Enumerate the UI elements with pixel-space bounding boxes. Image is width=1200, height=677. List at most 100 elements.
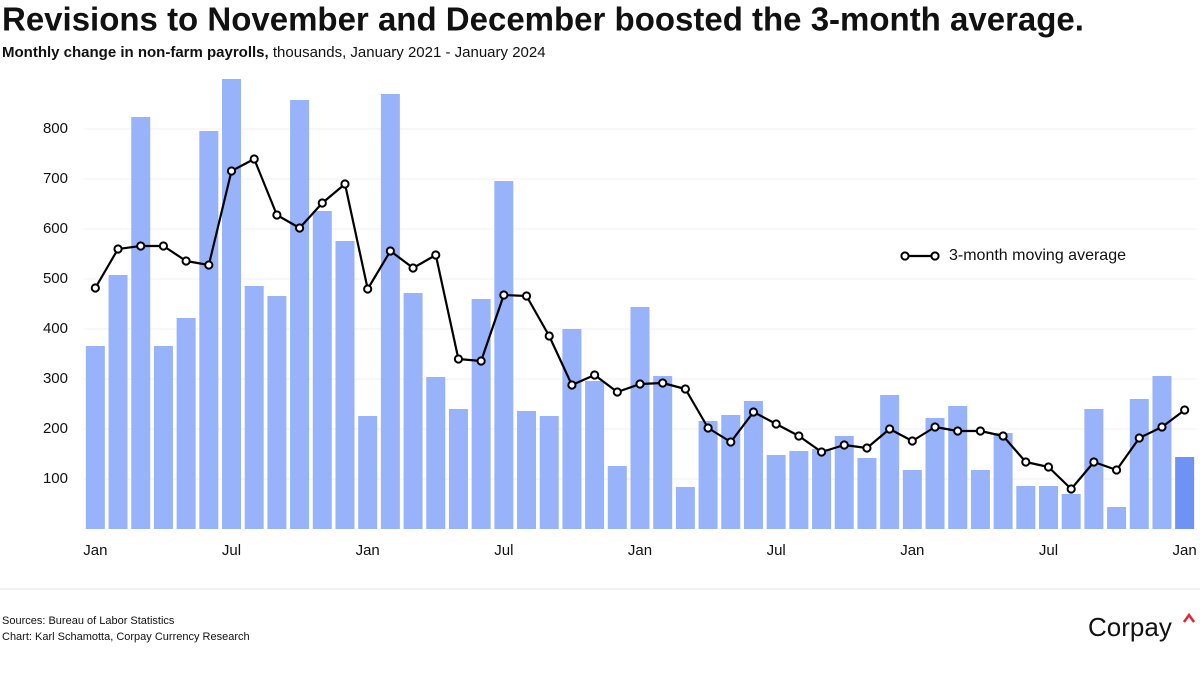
line-marker (998, 431, 1008, 441)
bar (448, 409, 468, 529)
logo-caret (1182, 612, 1196, 623)
x-tick-label: Jul (767, 542, 786, 559)
y-tick-label: 600 (43, 220, 68, 237)
bar (948, 406, 968, 529)
line-marker (431, 250, 441, 260)
line-marker (907, 436, 917, 446)
chart-title: Revisions to November and December boost… (2, 1, 1084, 38)
bar (902, 470, 922, 529)
line-marker (635, 379, 645, 389)
line-marker (226, 166, 237, 176)
line-marker (294, 223, 305, 233)
bar (1016, 486, 1036, 529)
bar (131, 117, 151, 529)
line-marker (726, 437, 736, 447)
y-tick-label: 500 (43, 270, 68, 287)
line-marker (408, 263, 418, 273)
x-tick-label: Jan (900, 542, 924, 559)
y-tick-label: 100 (43, 470, 68, 487)
logo: Corpay (1088, 612, 1172, 642)
line-marker (1043, 462, 1054, 472)
line-marker (975, 426, 986, 436)
x-tick-label: Jul (222, 542, 241, 559)
bar (1084, 409, 1104, 529)
bar (970, 470, 990, 529)
bar (721, 415, 741, 529)
line-marker (771, 419, 781, 429)
line-marker (340, 179, 350, 189)
bar (834, 436, 854, 529)
bar (290, 100, 310, 529)
line-marker (567, 380, 577, 390)
bar (743, 401, 763, 529)
bar (766, 455, 786, 529)
line-marker (1134, 433, 1144, 443)
line-marker (204, 260, 214, 270)
legend-label: 3-month moving average (949, 247, 1126, 264)
x-tick-label: Jan (1173, 542, 1197, 559)
x-tick-label: Jan (628, 542, 652, 559)
bar (1038, 486, 1058, 529)
bar (312, 211, 332, 529)
line-marker (453, 354, 464, 364)
bar (1152, 376, 1172, 529)
bar (267, 296, 287, 529)
line-marker (885, 424, 895, 434)
line-marker (930, 422, 940, 432)
bar (517, 411, 537, 529)
line-marker (544, 331, 554, 341)
bar (471, 299, 491, 529)
line-marker (181, 256, 191, 266)
bar (925, 418, 945, 529)
line-marker (1066, 484, 1076, 494)
bar (857, 458, 877, 529)
legend-marker (930, 251, 940, 261)
x-tick-label: Jan (83, 542, 107, 559)
sources: Sources: Bureau of Labor Statistics (2, 615, 175, 627)
bar (607, 466, 627, 529)
line-marker (499, 290, 509, 300)
line-marker (1157, 422, 1167, 432)
bar (675, 487, 695, 529)
line-marker (136, 241, 146, 251)
chart-subtitle: Monthly change in non-farm payrolls, tho… (2, 44, 546, 61)
y-tick-label: 400 (43, 320, 68, 337)
line-marker (590, 370, 600, 380)
line-marker (385, 246, 395, 256)
bar (698, 421, 718, 529)
line-marker (1180, 405, 1190, 415)
bar (539, 416, 559, 529)
line-marker (839, 440, 849, 450)
bar (494, 181, 514, 529)
x-tick-label: Jul (494, 542, 513, 559)
bar (358, 416, 378, 529)
line-marker (113, 244, 123, 254)
line-marker (794, 431, 804, 441)
line-marker (317, 198, 327, 208)
line-marker (158, 241, 169, 251)
bar (244, 286, 264, 529)
bar (335, 241, 355, 529)
line-marker (816, 447, 827, 457)
line-marker (272, 210, 282, 220)
bar (153, 346, 173, 529)
bar (653, 376, 673, 529)
bar (630, 307, 650, 529)
bar (108, 275, 128, 529)
y-tick-label: 800 (43, 120, 68, 137)
line-marker (476, 356, 486, 366)
line-marker (748, 407, 759, 417)
bar (585, 381, 605, 529)
bar (812, 449, 832, 529)
bar (1129, 399, 1149, 529)
bar (426, 377, 446, 529)
bar (403, 293, 423, 529)
line-marker (1021, 457, 1031, 467)
line-marker (862, 443, 872, 453)
bar (1175, 457, 1195, 529)
y-tick-label: 300 (43, 370, 68, 387)
bar (222, 79, 242, 529)
bar (1107, 507, 1127, 529)
